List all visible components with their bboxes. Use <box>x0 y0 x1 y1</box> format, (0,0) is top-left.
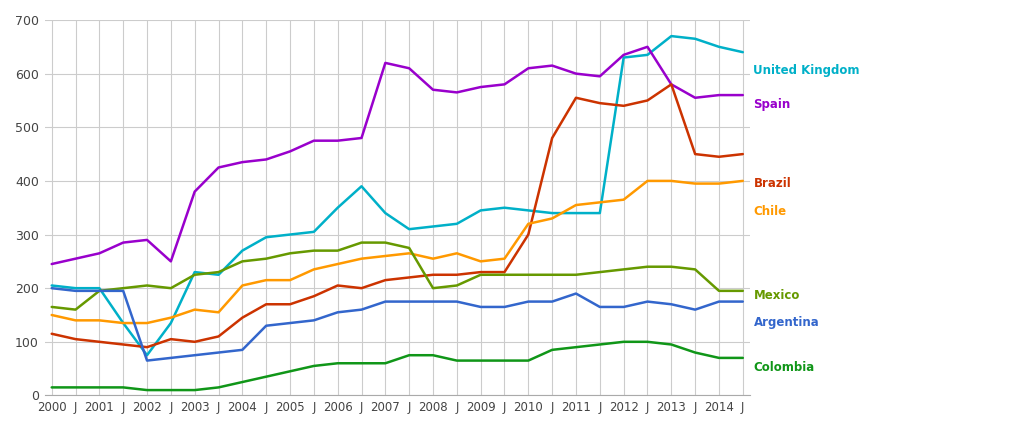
Text: Mexico: Mexico <box>753 290 799 302</box>
Text: Chile: Chile <box>753 205 786 218</box>
Text: Colombia: Colombia <box>753 361 814 374</box>
Text: Brazil: Brazil <box>753 177 791 190</box>
Text: Argentina: Argentina <box>753 316 819 329</box>
Text: Spain: Spain <box>753 98 790 111</box>
Text: United Kingdom: United Kingdom <box>753 64 859 77</box>
